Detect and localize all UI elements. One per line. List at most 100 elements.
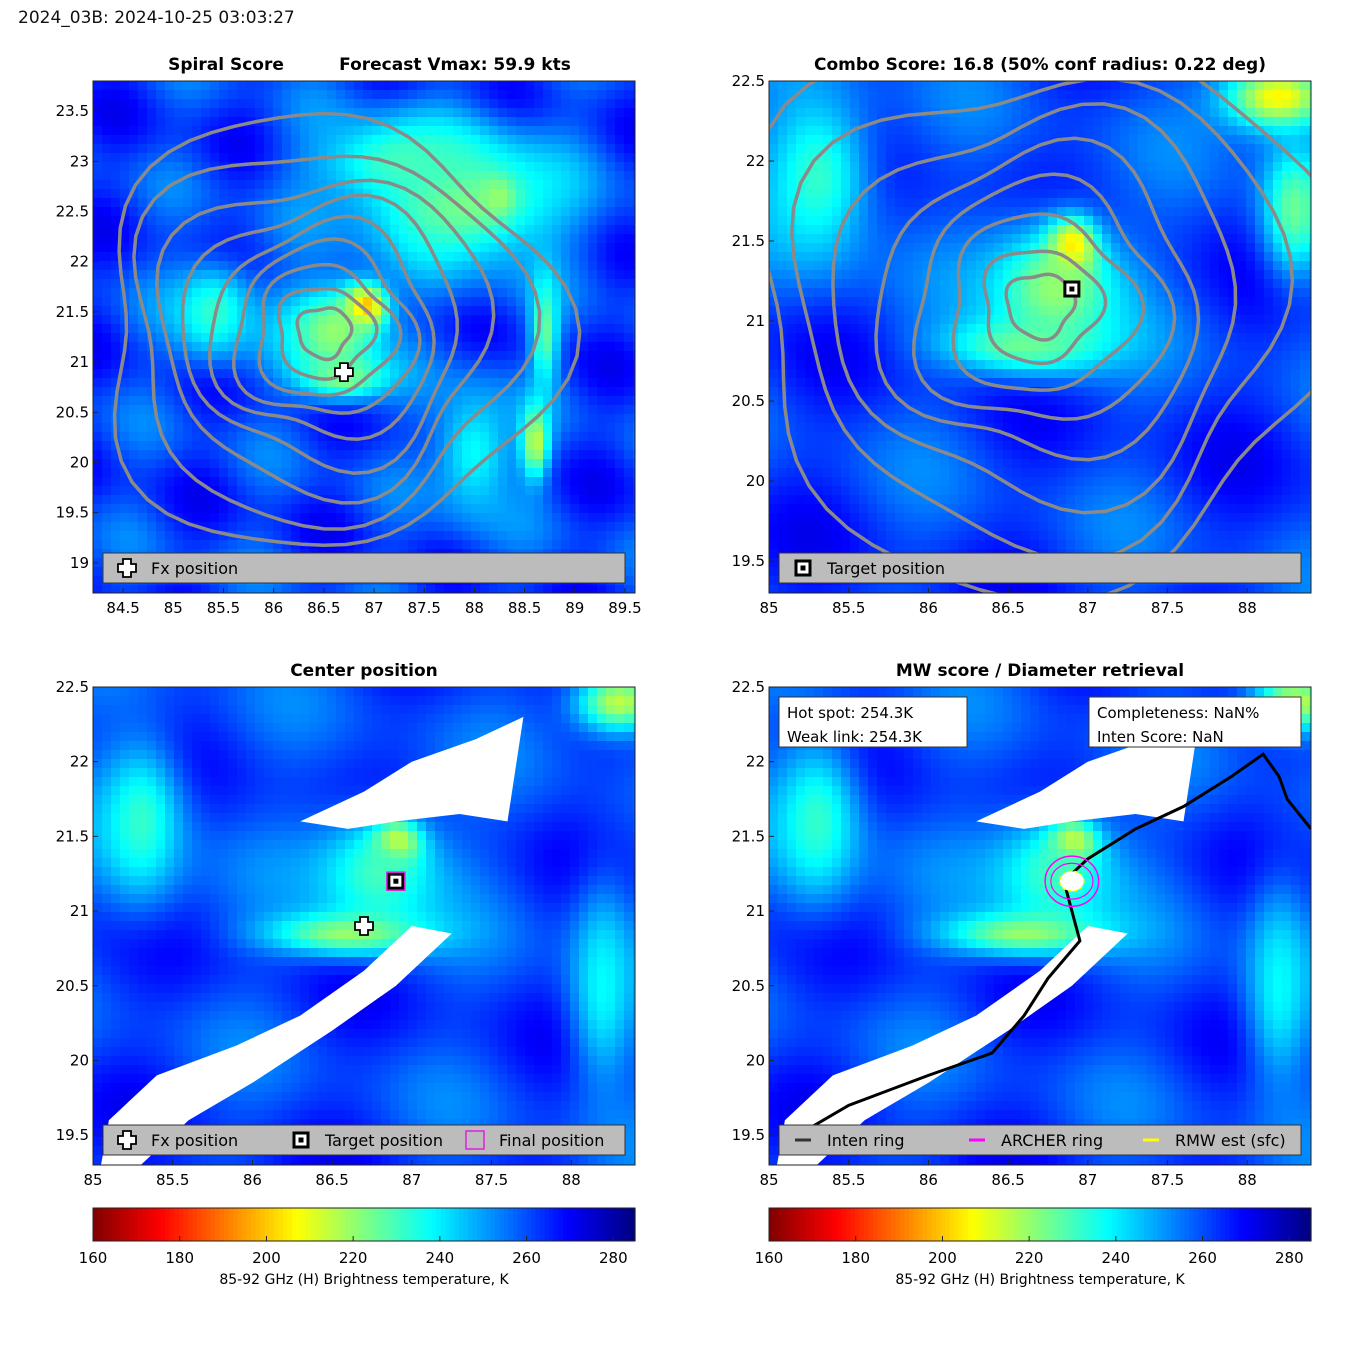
x-tick-label: 87 [1078,1171,1097,1189]
colorbar-swatch [1292,1208,1299,1241]
contour-line [207,214,436,441]
colorbar-swatch [205,1208,212,1241]
colorbar-swatch [1157,1208,1163,1241]
panel-2: 85 85.5 86 86.5 87 87.5 88 19.5 20 20.5 21 21.5 22 22… [732,55,1312,617]
contour-line [112,111,582,548]
y-tick-label: 22.5 [56,678,89,696]
colorbar-swatch [890,1208,897,1241]
colorbar-swatch [246,1208,252,1241]
colorbar-swatch [332,1208,338,1241]
colorbar-swatch [305,1208,311,1241]
colorbar-swatch [368,1208,374,1241]
colorbar-tick-label: 280 [599,1249,628,1267]
y-tick-label: 21 [70,353,89,371]
y-tick-label: 22.5 [732,72,765,90]
colorbar-swatch [881,1208,888,1241]
y-tick-label: 22 [746,753,765,771]
colorbar-swatch [201,1208,207,1241]
colorbar-swatch [1175,1208,1181,1241]
colorbar-swatch [1130,1208,1136,1241]
colorbar: 160 180 200 220 240 260 280 85-92 GHz (H) Brigh… [79,1207,636,1288]
y-tick-label: 21.5 [732,232,765,250]
y-tick-label: 19.5 [732,1126,765,1144]
y-tick-label: 21.5 [732,827,765,845]
legend-label: Target position [324,1131,443,1150]
archer-ring [1044,855,1100,908]
x-tick-label: 86.5 [991,1171,1024,1189]
y-tick-label: 22.5 [732,678,765,696]
y-tick-label: 21 [746,312,765,330]
colorbar-swatch [1166,1208,1172,1241]
colorbar-tick-label: 160 [79,1249,108,1267]
colorbar-swatch [994,1208,1000,1241]
colorbar-swatch [895,1208,901,1241]
colorbar-swatch [449,1208,455,1241]
colorbar-swatch [1243,1208,1249,1241]
colorbar-swatch [169,1208,175,1241]
contour-line [257,262,403,397]
colorbar-swatch [580,1208,586,1241]
contour-line [912,172,1177,421]
colorbar-swatch [1252,1208,1258,1241]
colorbar-swatch [1021,1208,1028,1241]
colorbar-swatch [1103,1208,1109,1241]
colorbar-swatch [251,1208,257,1241]
colorbar-swatch [850,1208,856,1241]
axes-frame [92,80,636,594]
legend-label: Inten ring [827,1131,905,1150]
colorbar-swatch [585,1208,591,1241]
colorbar-swatch [1283,1208,1290,1241]
contour-line [1004,272,1078,342]
legend-label: Fx position [151,559,238,578]
colorbar-swatch [269,1208,275,1241]
contour-line [951,212,1146,392]
contour-line [831,102,1238,515]
missing-data-region [101,926,452,1165]
colorbar-swatch [1040,1208,1046,1241]
colorbar-tick-label: 240 [1102,1249,1131,1267]
x-tick-label: 87 [402,1171,421,1189]
colorbar-swatch [1256,1208,1262,1241]
colorbar-swatch [1026,1208,1032,1241]
colorbar-swatch [899,1208,906,1241]
colorbar-swatch [454,1208,460,1241]
x-tick-label: 89.5 [608,599,641,617]
colorbar-swatch [791,1208,797,1241]
colorbar-swatch [594,1208,600,1241]
colorbar-tick-label: 180 [165,1249,194,1267]
colorbar-swatch [1085,1208,1091,1241]
colorbar-swatch [472,1208,478,1241]
contour-line [232,237,422,415]
colorbar-swatch [945,1208,951,1241]
y-tick-label: 19 [70,554,89,572]
colorbar-swatch [129,1208,135,1241]
colorbar-swatch [359,1208,365,1241]
contour-line [180,193,459,475]
contours [769,81,1311,593]
colorbar-swatch [1234,1208,1240,1241]
y-tick-label: 22 [70,753,89,771]
colorbar-swatch [940,1208,946,1241]
colorbar-swatch [904,1208,910,1241]
x-tick-label: 88 [465,599,484,617]
colorbar-swatch [481,1208,487,1241]
x-tick-label: 85 [759,1171,778,1189]
colorbar-swatch [1301,1208,1308,1241]
colorbar-swatch [954,1208,960,1241]
colorbar-swatch [1067,1208,1073,1241]
colorbar-swatch [336,1208,343,1241]
colorbar-swatch [958,1208,964,1241]
colorbar-swatch [395,1208,401,1241]
colorbar-swatch [1125,1208,1131,1241]
colorbar-swatch [391,1208,397,1241]
colorbar-swatch [1053,1208,1059,1241]
colorbar-tick-label: 180 [841,1249,870,1267]
colorbar-swatch [1288,1208,1294,1241]
colorbar-swatch [260,1208,266,1241]
panel-title: Spiral Score [168,55,284,75]
colorbar-swatch [827,1208,833,1241]
colorbar-swatch [124,1208,130,1241]
colorbar-swatch [1198,1208,1204,1241]
legend-label: Fx position [151,1131,238,1150]
